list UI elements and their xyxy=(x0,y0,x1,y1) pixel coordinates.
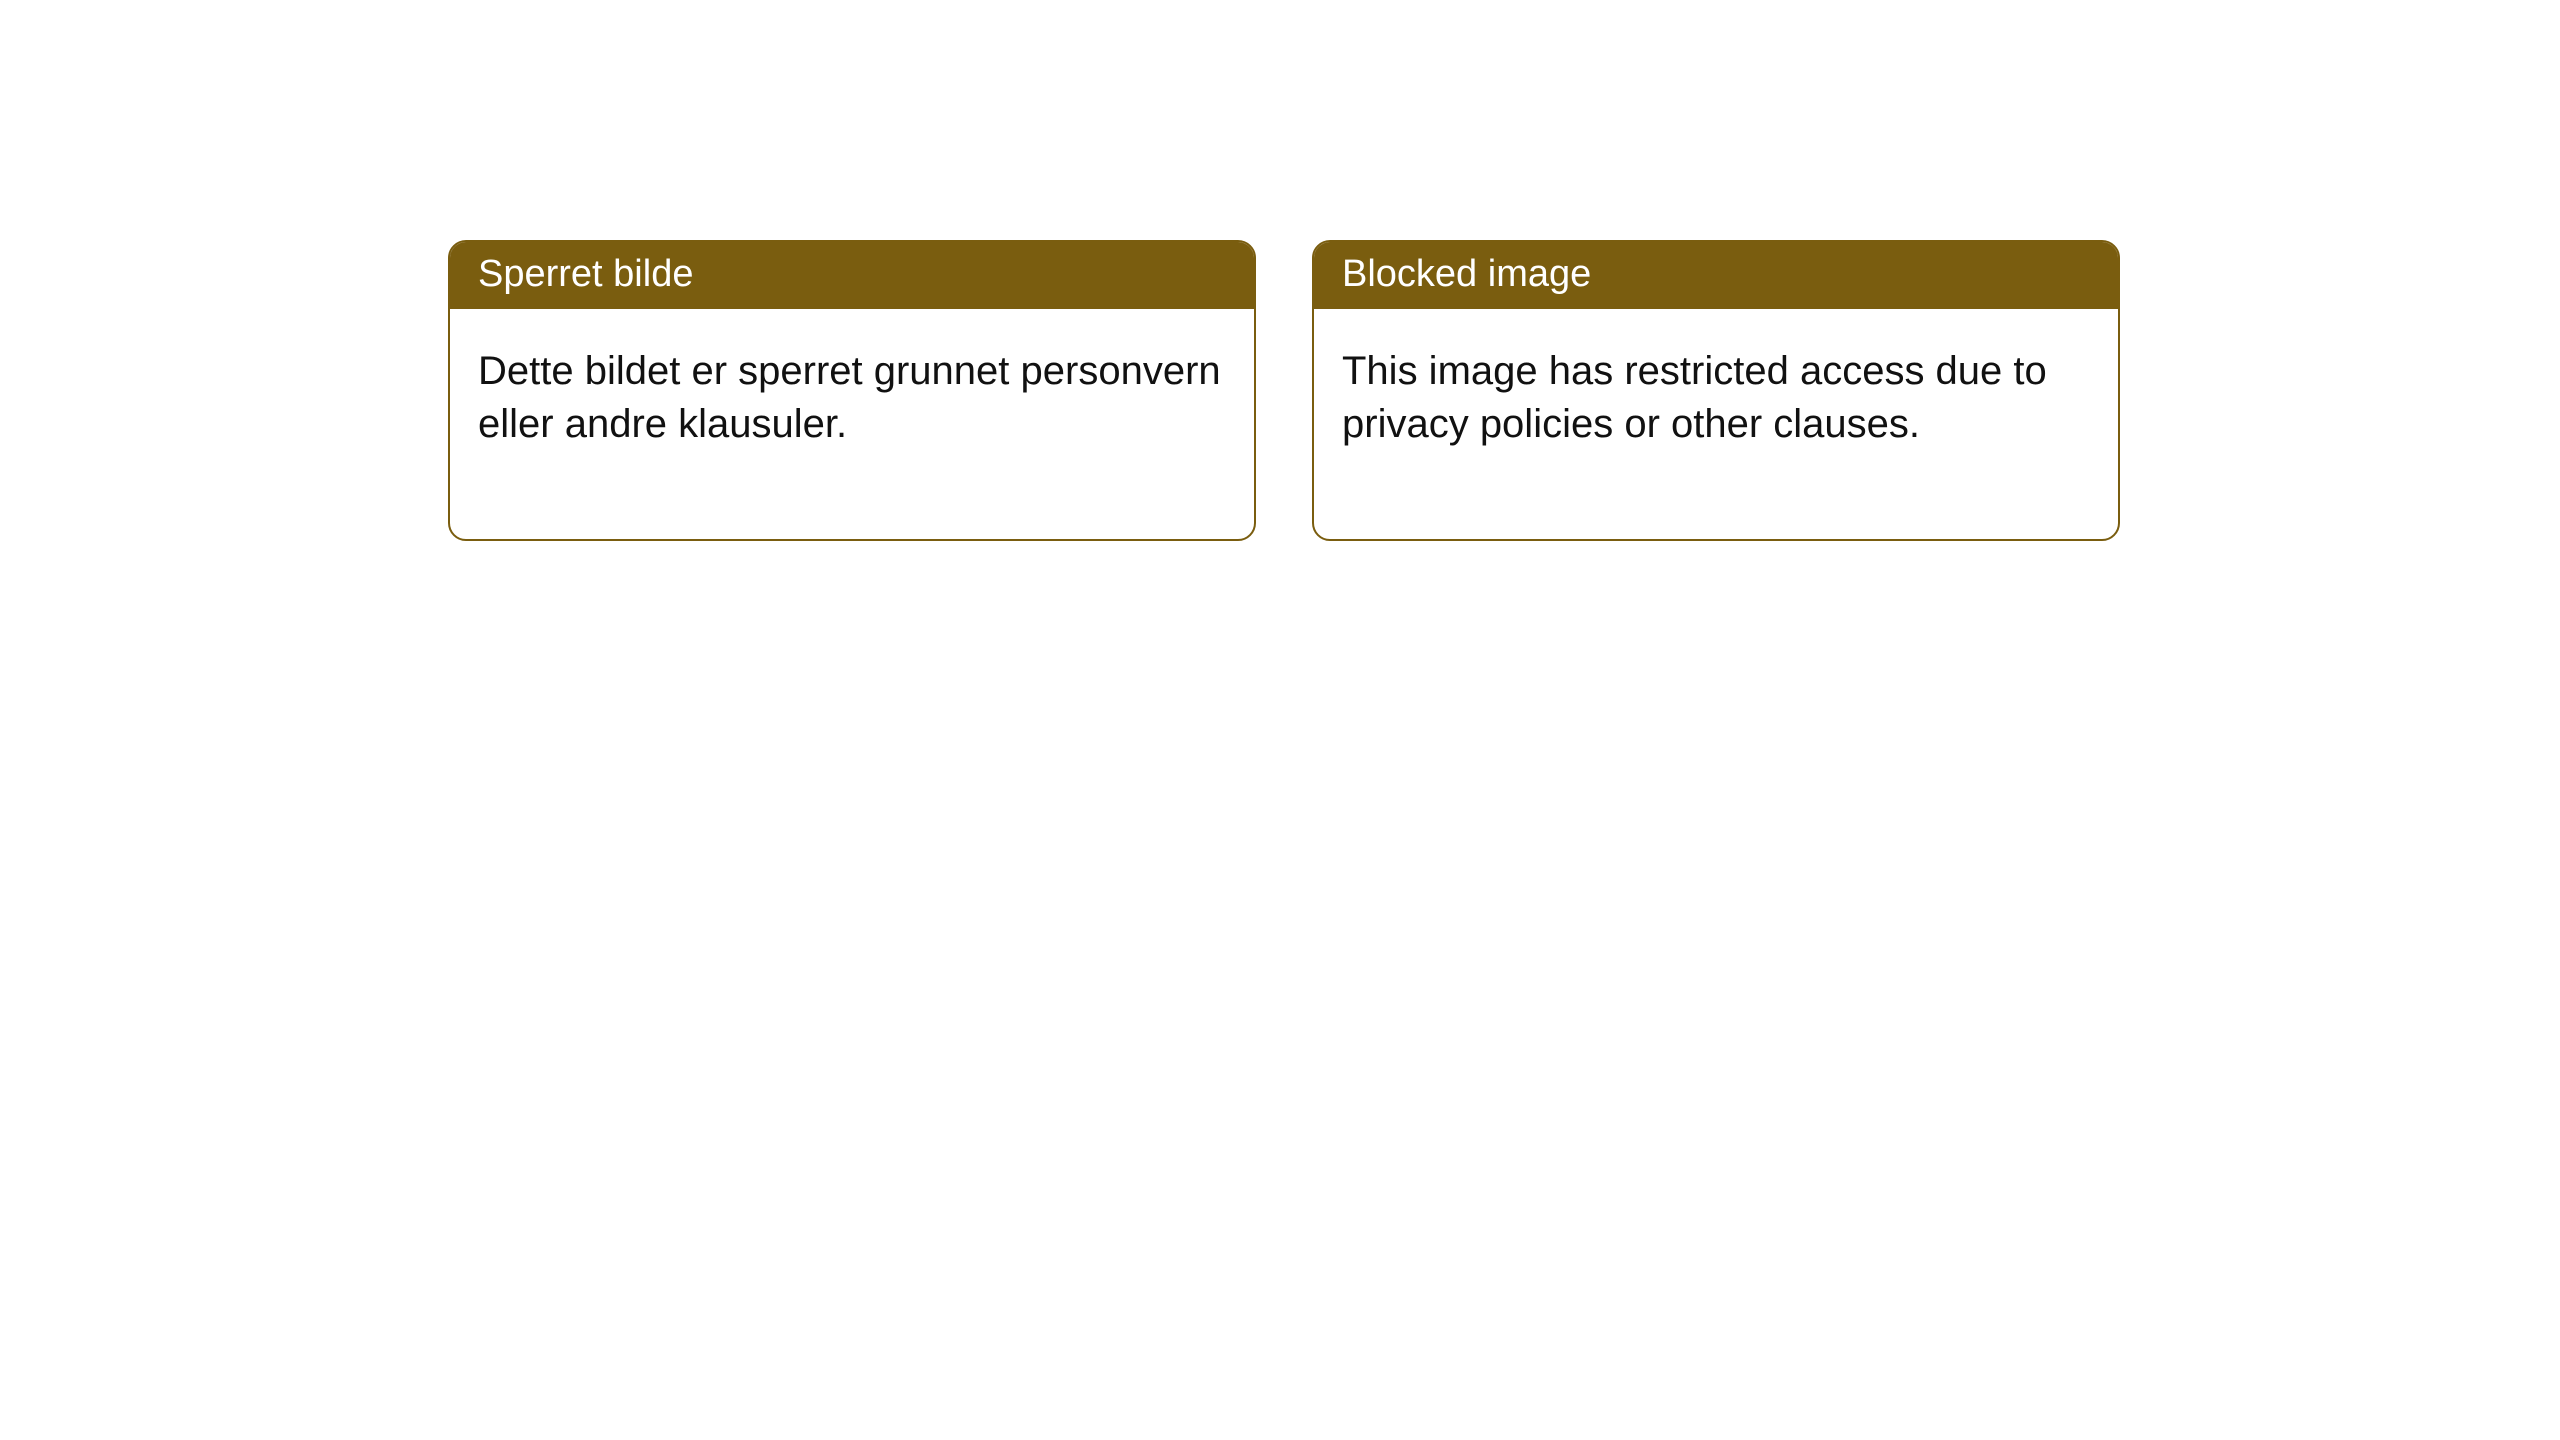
notice-header: Blocked image xyxy=(1314,242,2118,309)
notice-box-english: Blocked image This image has restricted … xyxy=(1312,240,2120,541)
notice-header: Sperret bilde xyxy=(450,242,1254,309)
notice-body: Dette bildet er sperret grunnet personve… xyxy=(450,309,1254,539)
notice-container: Sperret bilde Dette bildet er sperret gr… xyxy=(0,0,2560,541)
notice-box-norwegian: Sperret bilde Dette bildet er sperret gr… xyxy=(448,240,1256,541)
notice-body: This image has restricted access due to … xyxy=(1314,309,2118,539)
